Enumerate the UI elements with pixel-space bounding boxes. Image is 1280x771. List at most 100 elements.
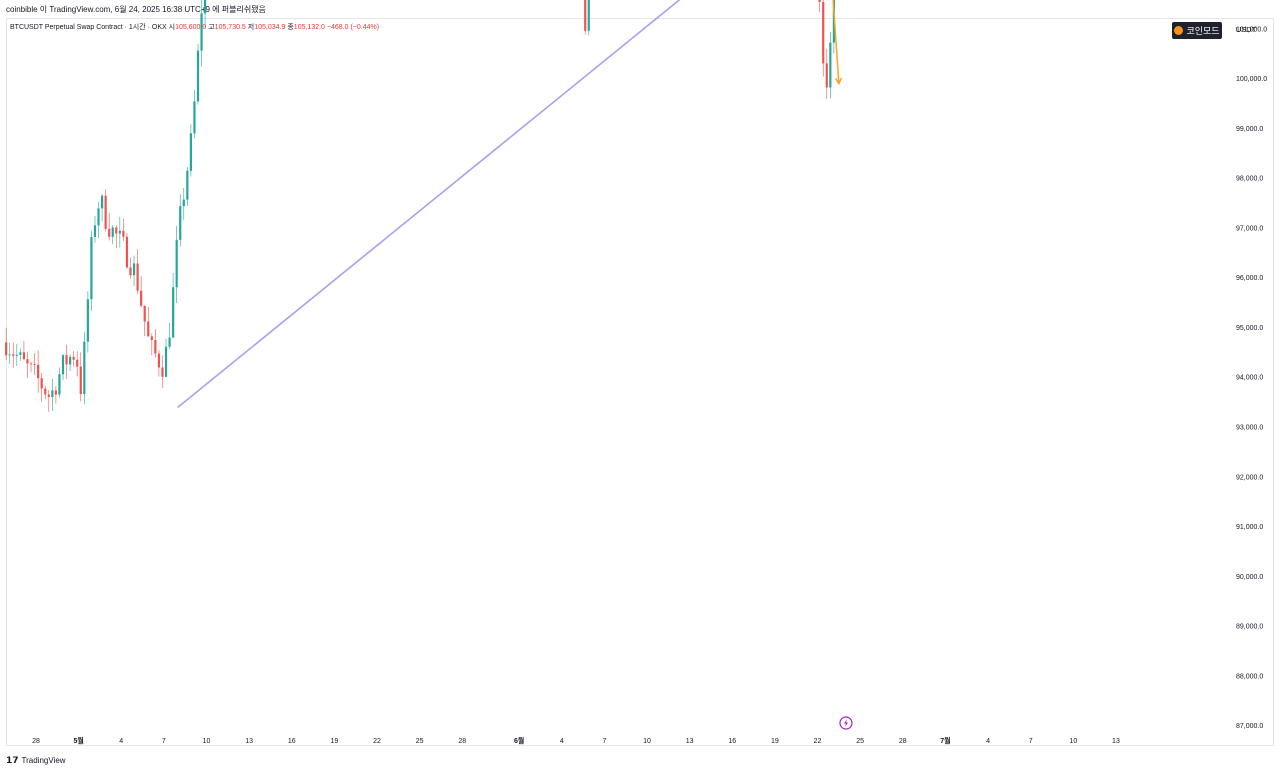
candle — [825, 48, 828, 99]
x-tick-label: 4 — [119, 738, 123, 745]
candle — [193, 89, 196, 139]
candle-body — [132, 263, 136, 276]
candle-body — [154, 339, 157, 354]
candle-body — [200, 13, 203, 51]
y-tick-label: 99,000.0 — [1236, 126, 1263, 133]
symbol-legend: BTCUSDT Perpetual Swap Contract · 1시간 · … — [10, 22, 379, 32]
currency-selector[interactable]: USDT — [1235, 24, 1257, 34]
candle-body — [12, 354, 15, 356]
candle — [115, 225, 118, 249]
candle — [76, 351, 79, 377]
x-tick-label: 7 — [162, 738, 166, 745]
x-tick-label: 7 — [1029, 738, 1033, 745]
candle — [179, 194, 182, 247]
candle — [172, 273, 175, 339]
candle-body — [147, 321, 150, 337]
x-tick-label: 10 — [203, 738, 211, 745]
y-tick-label: 100,000.0 — [1236, 76, 1267, 83]
candle-body — [22, 352, 26, 360]
candle — [69, 354, 72, 371]
legend-low-label: 저 — [247, 24, 255, 31]
candle — [61, 354, 65, 381]
coin-mode-button[interactable]: 코인모드 — [1172, 22, 1222, 39]
candle — [147, 306, 150, 337]
footer-branding: 𝟭𝟳 TradingView — [6, 755, 66, 766]
y-tick-label: 91,000.0 — [1236, 524, 1263, 531]
candle-body — [186, 170, 189, 200]
candle-body — [193, 101, 196, 134]
candle-body — [822, 1, 825, 64]
candle — [161, 355, 164, 389]
candle — [40, 372, 43, 402]
candle — [168, 322, 171, 349]
candle — [157, 350, 161, 377]
candle — [140, 276, 143, 308]
candle-body — [76, 359, 79, 367]
candle — [143, 305, 146, 337]
candle — [818, 0, 821, 13]
candle-body — [122, 230, 125, 237]
lightning-event-icon[interactable] — [839, 716, 853, 730]
legend-close: 105,132.0 — [293, 24, 325, 31]
support-trendline[interactable] — [177, 0, 846, 408]
candle — [26, 351, 29, 379]
candle-body — [51, 390, 54, 397]
candle-body — [203, 0, 207, 14]
candle — [8, 342, 11, 364]
candle-body — [54, 390, 57, 395]
candle-body — [584, 0, 587, 31]
publisher-info: coinbible 이 TradingView.com, 6월 24, 2025… — [6, 5, 266, 14]
x-tick-label: 6월 — [514, 736, 524, 745]
candle-body — [15, 354, 18, 356]
x-tick-label: 10 — [643, 738, 651, 745]
candle — [12, 342, 15, 368]
x-tick-label: 28 — [458, 738, 466, 745]
candle-body — [8, 354, 11, 356]
x-tick-label: 7 — [602, 738, 606, 745]
candle-body — [189, 133, 192, 171]
candle-body — [37, 364, 40, 379]
candle-body — [129, 267, 132, 276]
candle — [196, 43, 200, 105]
candle-body — [100, 195, 104, 209]
x-tick-label: 13 — [1112, 738, 1120, 745]
candle — [587, 0, 590, 36]
candle — [829, 31, 832, 99]
candle — [44, 386, 47, 400]
y-tick-label: 88,000.0 — [1236, 673, 1263, 680]
candle — [29, 361, 33, 373]
candle — [33, 353, 36, 376]
y-tick-label: 90,000.0 — [1236, 574, 1263, 581]
chart-pane[interactable] — [6, 18, 1274, 746]
x-tick-label: 28 — [899, 738, 907, 745]
candle — [186, 167, 189, 207]
legend-high-label: 고 — [208, 24, 215, 31]
candle-body — [172, 287, 175, 338]
candle — [51, 378, 54, 411]
x-tick-label: 16 — [288, 738, 296, 745]
candle — [100, 193, 104, 222]
candle — [83, 331, 86, 405]
x-tick-label: 22 — [373, 738, 381, 745]
candle-body — [143, 305, 146, 322]
x-tick-label: 4 — [986, 738, 990, 745]
candle — [125, 232, 129, 269]
candle — [164, 338, 168, 378]
candle — [154, 329, 157, 358]
y-tick-label: 93,000.0 — [1236, 424, 1263, 431]
candle-body — [44, 388, 47, 395]
legend-symbol[interactable]: BTCUSDT Perpetual Swap Contract · 1시간 · … — [10, 24, 167, 31]
candle — [584, 0, 587, 35]
candle-body — [33, 364, 36, 365]
candle-body — [118, 230, 121, 234]
candle-body — [587, 0, 590, 31]
x-tick-label: 25 — [856, 738, 864, 745]
candle — [5, 327, 8, 360]
tradingview-logo-icon: 𝟭𝟳 — [6, 755, 19, 765]
candle — [65, 344, 68, 380]
candle-body — [179, 206, 182, 240]
candle — [132, 255, 136, 287]
candle-body — [90, 237, 93, 300]
y-tick-label: 94,000.0 — [1236, 375, 1263, 382]
